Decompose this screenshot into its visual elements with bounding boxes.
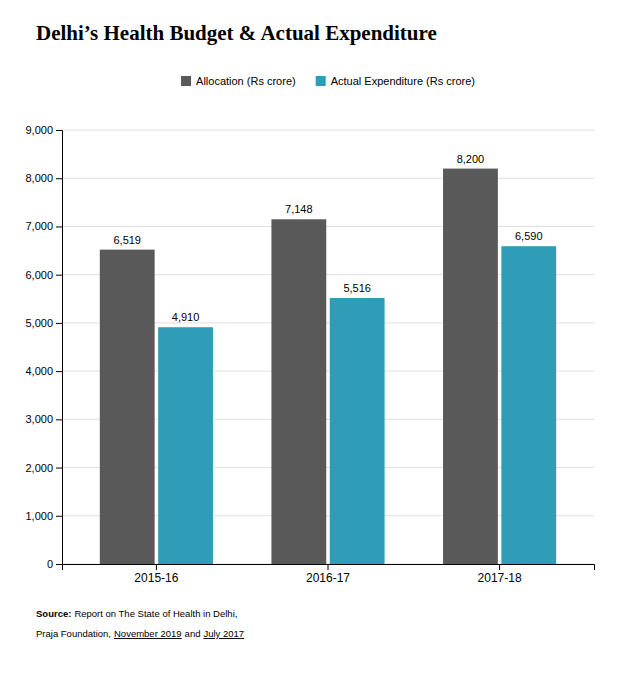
y-tick: 8,000 bbox=[25, 172, 62, 184]
y-tick: 1,000 bbox=[25, 510, 62, 522]
legend-item: Actual Expenditure (Rs crore) bbox=[316, 75, 475, 87]
y-tick: 0 bbox=[47, 558, 62, 570]
tick-label: 2,000 bbox=[25, 462, 53, 474]
legend-item: Allocation (Rs crore) bbox=[181, 75, 296, 87]
y-tick: 6,000 bbox=[25, 269, 62, 281]
x-tick: 2016-17 bbox=[306, 564, 350, 585]
legend-label: Allocation (Rs crore) bbox=[196, 75, 296, 87]
legend: Allocation (Rs crore) Actual Expenditure … bbox=[181, 75, 475, 87]
data-label: 6,590 bbox=[515, 230, 543, 242]
tick-mark bbox=[56, 178, 62, 179]
plot: 0 1,000 2,000 3,000 4,000 5,000 6,000 7,000 8,00… bbox=[25, 124, 594, 585]
source-line: Praja Foundation,November 2019andJuly 20… bbox=[36, 628, 244, 639]
x-axis: 2015-16 2016-17 2017-18 bbox=[63, 564, 595, 585]
source-text: Praja Foundation, bbox=[36, 628, 111, 639]
y-tick: 7,000 bbox=[25, 220, 62, 232]
x-tick: 2015-16 bbox=[134, 564, 178, 585]
grid bbox=[62, 130, 594, 564]
tick-mark bbox=[56, 275, 62, 276]
bar bbox=[100, 250, 155, 564]
source-text: and bbox=[185, 628, 201, 639]
bar bbox=[501, 246, 556, 564]
bar bbox=[271, 219, 326, 564]
tick-label: 3,000 bbox=[25, 413, 53, 425]
bar bbox=[330, 298, 385, 564]
tick-label: 7,000 bbox=[25, 220, 53, 232]
axis-line bbox=[63, 565, 595, 571]
x-tick: 2017-18 bbox=[478, 564, 522, 585]
y-tick: 2,000 bbox=[25, 462, 62, 474]
legend-label: Actual Expenditure (Rs crore) bbox=[331, 75, 475, 87]
tick-label: 4,000 bbox=[25, 365, 53, 377]
tick-mark bbox=[56, 516, 62, 517]
tick-mark bbox=[56, 468, 62, 469]
source-text: Source: bbox=[36, 608, 71, 619]
tick-mark bbox=[56, 371, 62, 372]
tick-label: 6,000 bbox=[25, 269, 53, 281]
tick-label: 1,000 bbox=[25, 510, 53, 522]
tick-label: 8,000 bbox=[25, 172, 53, 184]
axis-line bbox=[56, 131, 63, 565]
data-label: 7,148 bbox=[285, 203, 313, 215]
tick-mark bbox=[499, 564, 500, 570]
source-text: November 2019 bbox=[114, 628, 182, 639]
tick-label: 5,000 bbox=[25, 317, 53, 329]
grid-line bbox=[62, 226, 594, 227]
data-label: 4,910 bbox=[172, 311, 200, 323]
y-tick: 3,000 bbox=[25, 413, 62, 425]
title: Delhi’s Health Budget & Actual Expenditu… bbox=[36, 21, 437, 45]
grid-line bbox=[62, 130, 594, 131]
tick-label: 2017-18 bbox=[478, 571, 522, 585]
tick-mark bbox=[56, 564, 62, 565]
source: Source:Report on The State of Health in … bbox=[36, 608, 244, 639]
data-label: 6,519 bbox=[113, 234, 141, 246]
source-text: Report on The State of Health in Delhi, bbox=[74, 608, 237, 619]
chart: Delhi’s Health Budget & Actual Expenditu… bbox=[0, 0, 624, 689]
tick-label: 9,000 bbox=[25, 124, 53, 136]
tick-mark bbox=[56, 419, 62, 420]
tick-mark bbox=[56, 323, 62, 324]
bar bbox=[158, 327, 213, 564]
data-label: 8,200 bbox=[457, 153, 485, 165]
legend-swatch bbox=[181, 76, 191, 86]
tick-mark bbox=[56, 130, 62, 131]
tick-mark bbox=[56, 226, 62, 227]
tick-label: 2016-17 bbox=[306, 571, 350, 585]
bars bbox=[100, 169, 556, 564]
data-label: 5,516 bbox=[343, 282, 371, 294]
source-text: July 2017 bbox=[203, 628, 244, 639]
tick-label: 2015-16 bbox=[134, 571, 178, 585]
y-tick: 9,000 bbox=[25, 124, 62, 136]
source-line: Source:Report on The State of Health in … bbox=[36, 608, 237, 619]
legend-swatch bbox=[316, 76, 326, 86]
grid-line bbox=[62, 178, 594, 179]
tick-mark bbox=[328, 564, 329, 570]
y-tick: 4,000 bbox=[25, 365, 62, 377]
y-axis: 0 1,000 2,000 3,000 4,000 5,000 6,000 7,000 8,00… bbox=[25, 124, 62, 570]
data-labels: 6,519 7,148 8,200 4,910 5,516 6,590 bbox=[113, 153, 542, 324]
tick-mark bbox=[156, 564, 157, 570]
bar bbox=[443, 169, 498, 564]
y-tick: 5,000 bbox=[25, 317, 62, 329]
tick-label: 0 bbox=[47, 558, 53, 570]
